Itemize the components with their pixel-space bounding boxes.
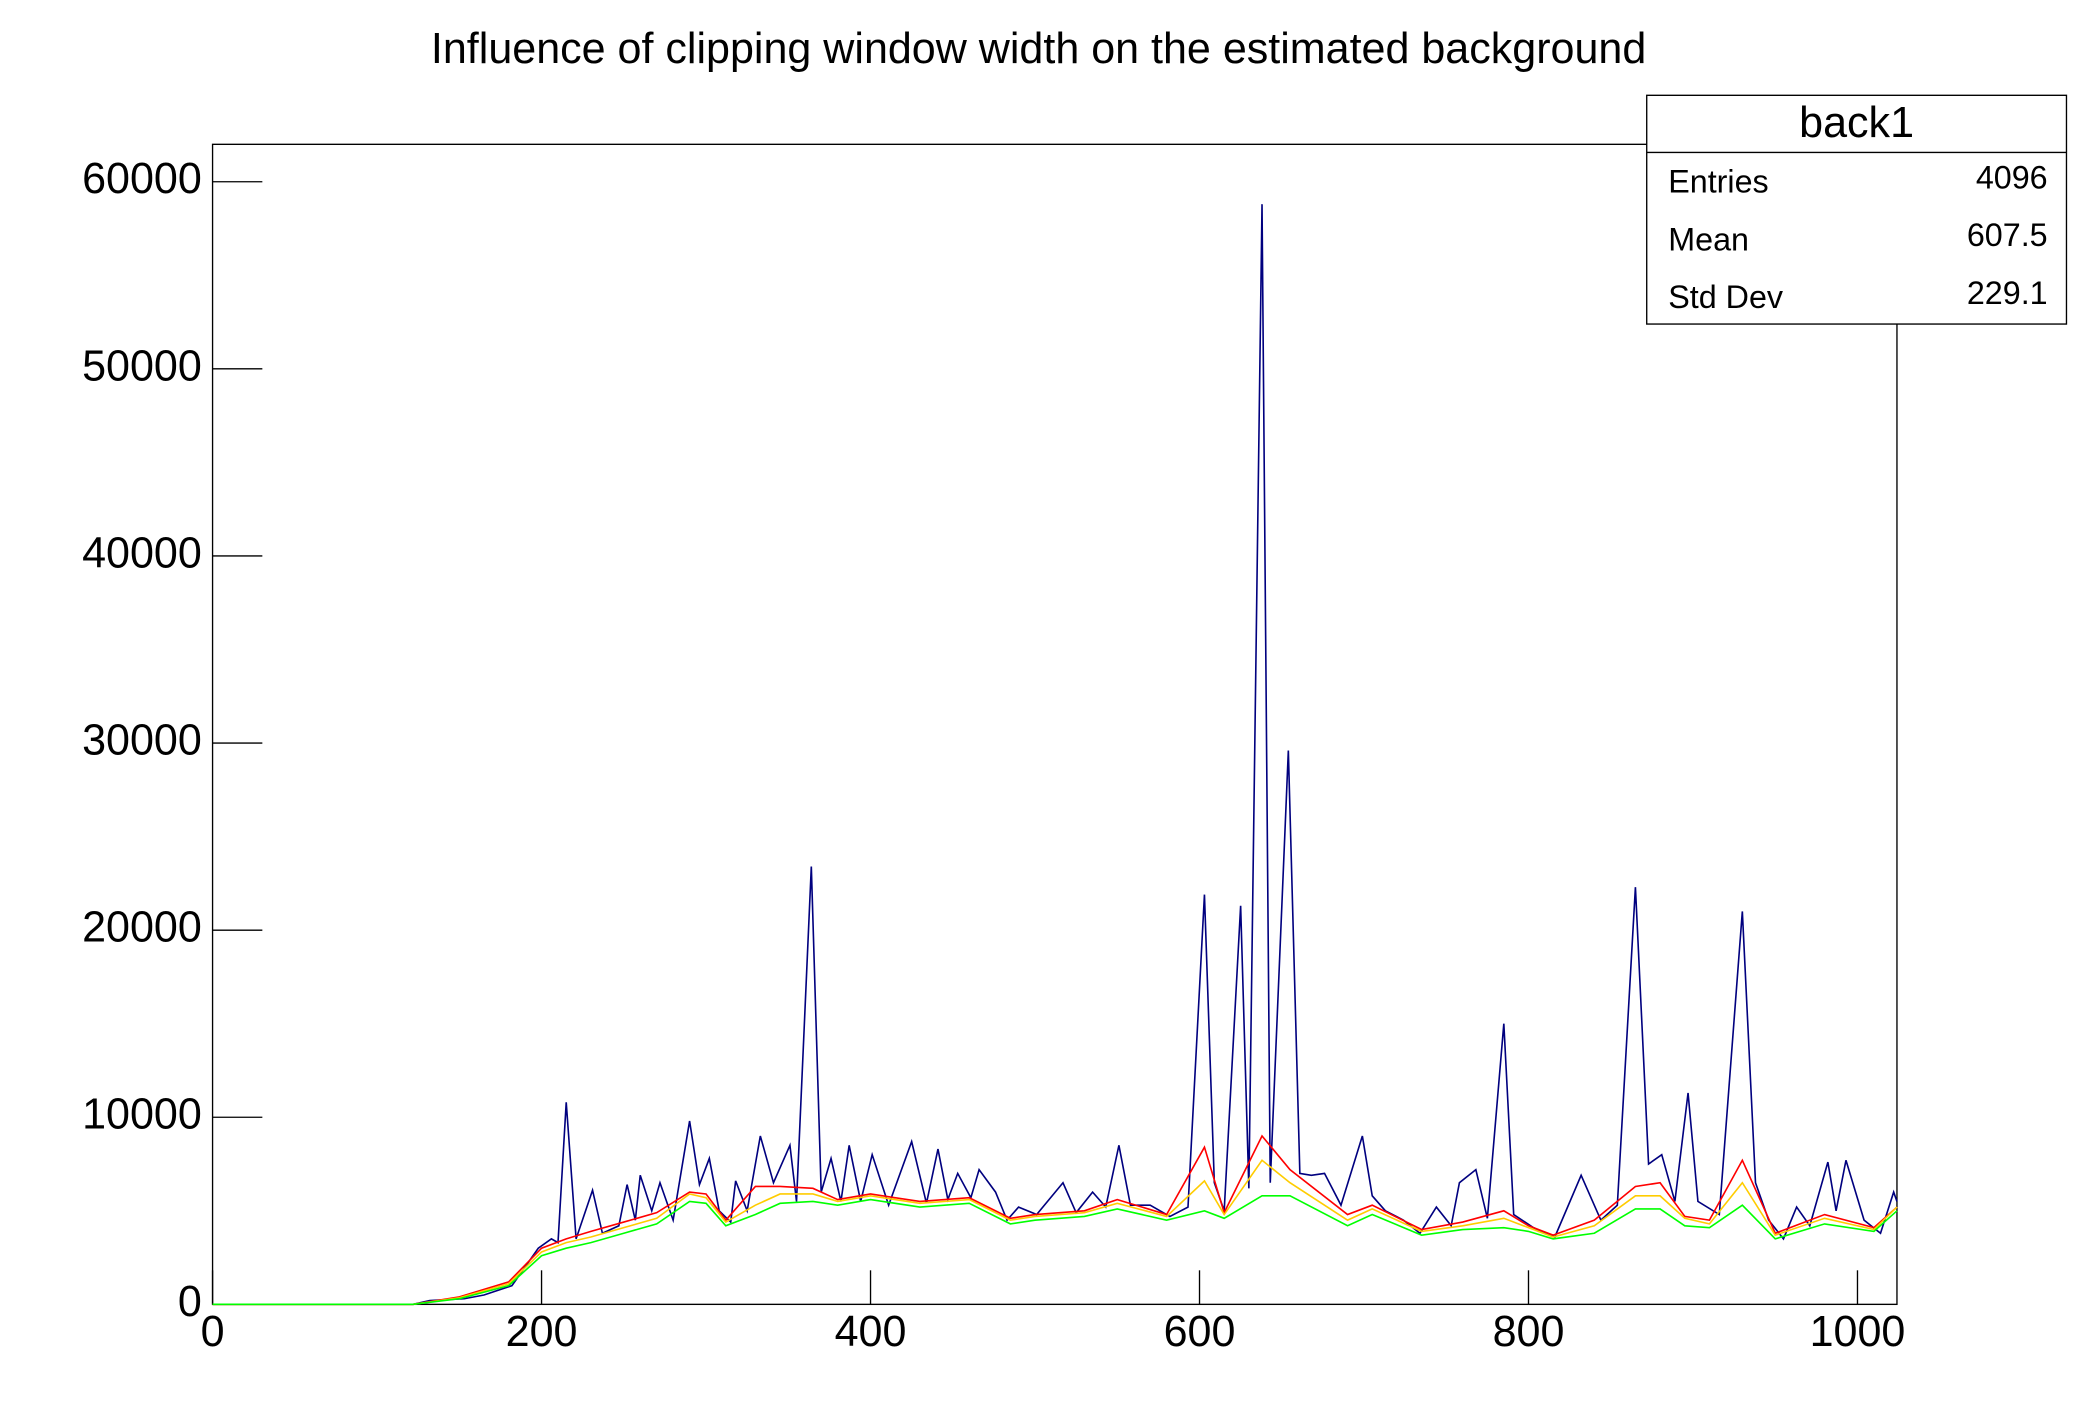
stats-value: 4096 [1976, 159, 2048, 195]
stats-label: Entries [1668, 163, 1768, 199]
stats-value: 229.1 [1967, 275, 2048, 311]
y-tick-label: 60000 [82, 155, 202, 203]
x-tick-label: 1000 [1810, 1308, 1906, 1356]
y-tick-label: 40000 [82, 529, 202, 577]
frame [211, 143, 1898, 1306]
series-line [212, 1195, 1898, 1306]
y-tick-label: 10000 [82, 1091, 202, 1139]
stats-frame [1646, 94, 2068, 325]
stats-value: 607.5 [1967, 217, 2048, 253]
y-tick-label: 20000 [82, 903, 202, 951]
stats-box: back1 Entries 4096 Mean 607.5 Std Dev 229.1 [1646, 94, 2068, 325]
x-tick-label: 0 [201, 1308, 225, 1356]
y-tick-label: 50000 [82, 342, 202, 390]
series-line [212, 1159, 1898, 1306]
stats-title: back1 [1799, 99, 1914, 147]
chart-title: Influence of clipping window width on th… [431, 25, 1646, 73]
y-tick-label: 0 [178, 1278, 202, 1326]
y-tick-label: 30000 [82, 716, 202, 764]
series-line [212, 1134, 1898, 1306]
x-tick-label: 400 [835, 1308, 907, 1356]
x-tick-label: 600 [1164, 1308, 1236, 1356]
x-tick-label: 800 [1493, 1308, 1565, 1356]
x-tick-label: 200 [506, 1308, 578, 1356]
stats-label: Mean [1668, 221, 1749, 257]
stats-label: Std Dev [1668, 279, 1784, 315]
